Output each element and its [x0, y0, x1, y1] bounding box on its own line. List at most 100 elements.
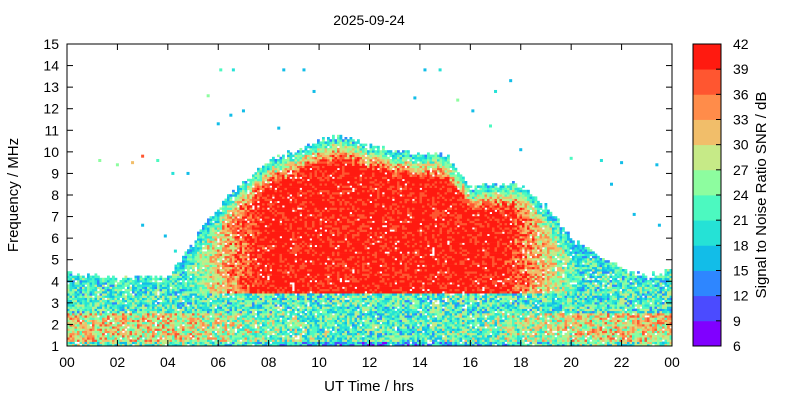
heatmap-cell: [117, 288, 120, 292]
heatmap-cell: [297, 220, 300, 224]
heatmap-cell: [67, 277, 70, 281]
heatmap-cell: [72, 297, 75, 301]
heatmap-cell: [79, 321, 83, 325]
heatmap-cell: [272, 328, 275, 331]
heatmap-cell: [242, 211, 245, 215]
heatmap-cell: [199, 293, 203, 296]
heatmap-cell: [282, 306, 285, 309]
heatmap-cell: [167, 308, 170, 312]
heatmap-cell: [82, 277, 85, 281]
heatmap-cell: [162, 304, 165, 307]
heatmap-cell: [299, 302, 303, 305]
heatmap-cell: [257, 187, 260, 191]
heatmap-cell: [104, 313, 108, 316]
heatmap-cell: [212, 216, 215, 219]
heatmap-cell: [154, 315, 158, 318]
heatmap-cell: [307, 293, 310, 296]
heatmap-cell: [297, 196, 300, 199]
heatmap-cell: [252, 306, 255, 309]
heatmap-cell: [204, 332, 208, 336]
heatmap-cell: [149, 297, 153, 301]
heatmap-cell: [277, 343, 280, 347]
heatmap-cell: [309, 225, 313, 228]
heatmap-cell: [297, 203, 300, 206]
heatmap-cell: [144, 332, 148, 336]
heatmap-cell: [297, 258, 300, 261]
heatmap-cell: [192, 264, 195, 268]
heatmap-cell: [244, 214, 248, 217]
heatmap-cell: [267, 295, 270, 298]
heatmap-cell: [307, 165, 310, 169]
heatmap-cell: [67, 328, 70, 331]
heatmap-cell: [129, 313, 133, 316]
heatmap-cell: [302, 238, 305, 241]
heatmap-cell: [99, 280, 103, 283]
heatmap-cell: [209, 258, 213, 261]
heatmap-cell: [309, 172, 313, 175]
heatmap-cell: [157, 297, 160, 301]
heatmap-cell: [257, 286, 260, 290]
heatmap-cell: [97, 275, 100, 279]
heatmap-cell: [82, 315, 85, 318]
heatmap-cell: [182, 317, 185, 320]
heatmap-cell: [274, 330, 278, 334]
heatmap-cell: [292, 198, 295, 202]
heatmap-cell: [99, 293, 103, 296]
heatmap-cell: [102, 308, 105, 312]
heatmap-cell: [199, 277, 203, 281]
heatmap-cell: [154, 339, 158, 342]
heatmap-cell: [252, 253, 255, 257]
heatmap-cell: [159, 328, 163, 331]
heatmap-cell: [249, 207, 253, 210]
heatmap-cell: [262, 218, 265, 221]
heatmap-cell: [132, 304, 135, 307]
heatmap-cell: [284, 167, 288, 171]
heatmap-cell: [269, 321, 273, 325]
heatmap-cell: [249, 194, 253, 197]
heatmap-cell: [284, 273, 288, 276]
heatmap-cell: [252, 315, 255, 318]
heatmap-cell: [287, 176, 290, 180]
heatmap-cell: [132, 280, 135, 283]
heatmap-cell: [262, 244, 265, 248]
heatmap-cell: [232, 266, 235, 270]
heatmap-cell: [302, 251, 305, 254]
heatmap-cell: [267, 264, 270, 268]
heatmap-cell: [117, 313, 120, 316]
heatmap-cell: [259, 260, 263, 263]
heatmap-cell: [272, 266, 275, 270]
heatmap-cell: [284, 317, 288, 320]
heatmap-cell: [69, 324, 73, 327]
heatmap-cell: [234, 286, 238, 290]
heatmap-cell: [287, 192, 290, 195]
heatmap-cell: [269, 266, 273, 270]
heatmap-cell: [279, 222, 283, 226]
heatmap-cell: [187, 341, 190, 345]
heatmap-cell: [194, 251, 198, 254]
heatmap-cell: [182, 339, 185, 342]
heatmap-cell: [262, 266, 265, 270]
heatmap-cell: [94, 308, 98, 312]
heatmap-cell: [229, 297, 233, 301]
heatmap-cell: [167, 302, 170, 305]
heatmap-cell: [227, 335, 230, 338]
heatmap-cell: [117, 328, 120, 331]
heatmap-cell: [187, 339, 190, 342]
heatmap-cell: [307, 269, 310, 272]
heatmap-cell: [227, 220, 230, 224]
heatmap-cell: [252, 218, 255, 221]
heatmap-cell: [224, 255, 228, 259]
heatmap-cell: [257, 192, 260, 195]
heatmap-cell: [217, 233, 220, 237]
heatmap-cell: [189, 277, 193, 281]
heatmap-cell: [102, 277, 105, 281]
heatmap-cell: [182, 319, 185, 323]
heatmap-cell: [207, 299, 210, 303]
heatmap-cell: [202, 233, 205, 237]
heatmap-cell: [214, 284, 218, 287]
heatmap-cell: [272, 310, 275, 314]
heatmap-cell: [214, 240, 218, 243]
heatmap-cell: [174, 288, 178, 292]
heatmap-cell: [154, 282, 158, 285]
heatmap-cell: [292, 275, 295, 279]
